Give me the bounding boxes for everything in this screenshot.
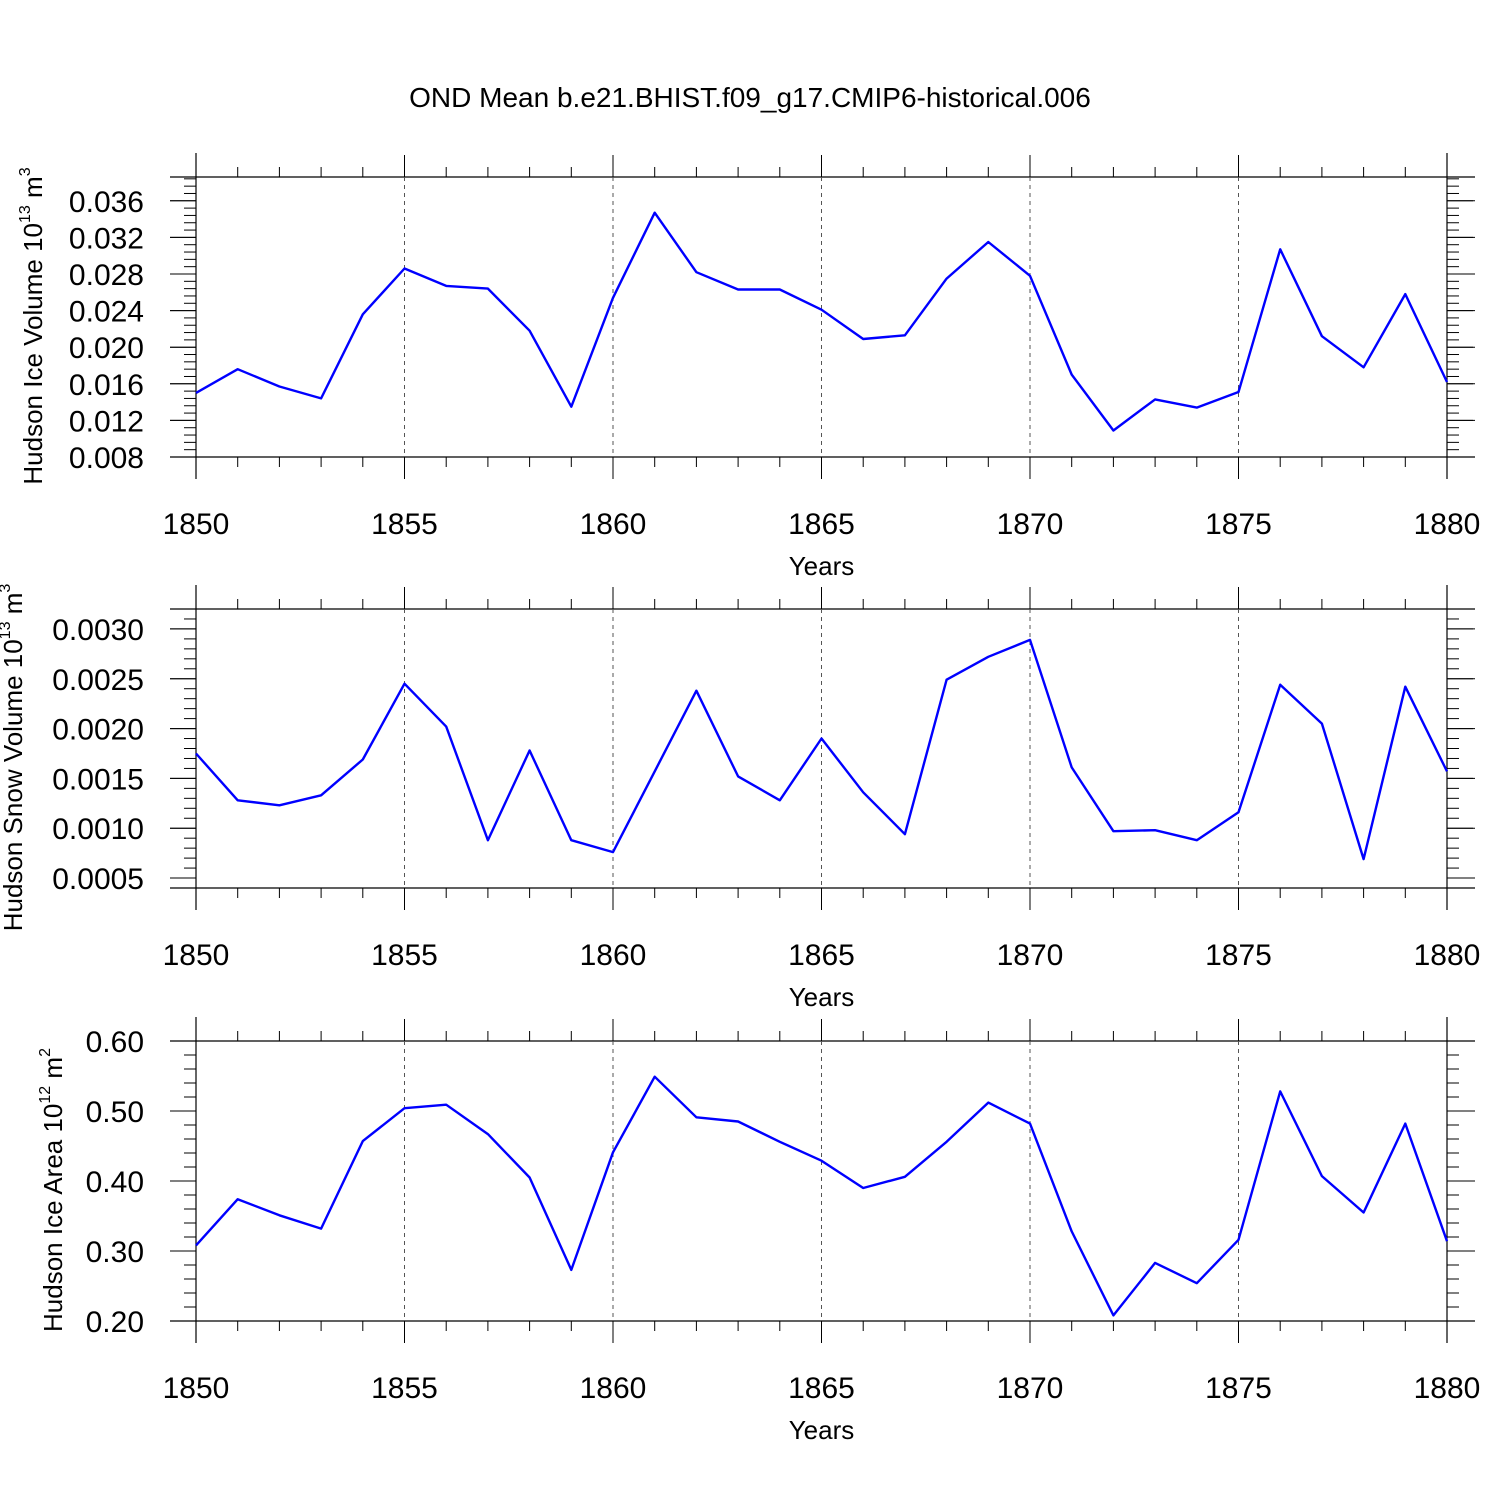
y-tick-label: 0.30 — [86, 1236, 144, 1269]
x-tick-label: 1855 — [371, 508, 438, 541]
chart-title: OND Mean b.e21.BHIST.f09_g17.CMIP6-histo… — [409, 82, 1091, 113]
x-axis-title: Years — [789, 1415, 855, 1445]
series-line — [195, 1075, 1449, 1317]
y-tick-label: 0.40 — [86, 1166, 144, 1199]
y-tick-label: 0.0015 — [52, 763, 144, 796]
y-axis-title-unit-exponent: 2 — [37, 1048, 54, 1057]
x-tick-label: 1875 — [1205, 508, 1272, 541]
series-line — [195, 638, 1449, 861]
x-tick-label: 1850 — [163, 1372, 230, 1405]
x-tick-label: 1880 — [1414, 508, 1481, 541]
y-tick-label: 0.0010 — [52, 813, 144, 846]
x-tick-label: 1880 — [1414, 1372, 1481, 1405]
x-tick-label: 1875 — [1205, 939, 1272, 972]
x-tick-label: 1850 — [163, 939, 230, 972]
x-tick-label: 1860 — [580, 939, 647, 972]
y-axis-title: Hudson Ice Volume 1013 m3 — [17, 167, 48, 484]
x-tick-label: 1870 — [997, 508, 1064, 541]
y-tick-label: 0.020 — [69, 332, 144, 365]
y-tick-label: 0.008 — [69, 442, 144, 475]
x-tick-label: 1870 — [997, 1372, 1064, 1405]
y-axis-title-text: Hudson Snow Volume 10 — [0, 639, 28, 931]
y-tick-label: 0.0020 — [52, 714, 144, 747]
x-tick-label: 1880 — [1414, 939, 1481, 972]
y-tick-label: 0.50 — [86, 1096, 144, 1129]
y-axis-title-exponent: 13 — [17, 205, 34, 223]
y-tick-label: 0.60 — [86, 1026, 144, 1059]
x-tick-label: 1870 — [997, 939, 1064, 972]
x-axis-title: Years — [789, 982, 855, 1012]
y-axis-title-unit: m — [18, 176, 48, 205]
y-axis-title-exponent: 12 — [37, 1086, 54, 1104]
x-tick-label: 1865 — [788, 508, 855, 541]
y-tick-label: 0.20 — [86, 1306, 144, 1339]
y-tick-label: 0.032 — [69, 222, 144, 255]
x-tick-label: 1875 — [1205, 1372, 1272, 1405]
y-tick-label: 0.0025 — [52, 664, 144, 697]
panel-1: 1850 1855 1860 1865 1870 1875 18800.0080.0120.… — [17, 153, 1480, 581]
x-axis-title: Years — [789, 551, 855, 581]
y-tick-label: 0.036 — [69, 186, 144, 219]
y-axis-title-exponent: 13 — [0, 621, 14, 639]
x-tick-label: 1855 — [371, 1372, 438, 1405]
panel-3: 1850 1855 1860 1865 1870 1875 1880 0.20 0.30 0.40… — [37, 1017, 1480, 1445]
y-axis-title: Hudson Snow Volume 1013 m3 — [0, 584, 28, 932]
x-tick-label: 1860 — [580, 1372, 647, 1405]
y-axis-title-text: Hudson Ice Area 10 — [38, 1104, 68, 1332]
y-axis-title-unit: m — [38, 1057, 68, 1086]
y-tick-label: 0.0030 — [52, 614, 144, 647]
y-axis-title-unit-exponent: 3 — [17, 167, 34, 176]
y-axis-title-unit-exponent: 3 — [0, 584, 14, 593]
series-line — [195, 211, 1449, 432]
x-tick-label: 1865 — [788, 939, 855, 972]
panel-2: 1850 1855 1860 1865 1870 1875 1880 0.0005 0.0010… — [0, 584, 1480, 1012]
y-tick-label: 0.024 — [69, 296, 144, 329]
y-axis-title-unit: m — [0, 593, 28, 622]
y-tick-label: 0.016 — [69, 369, 144, 402]
y-axis-title-text: Hudson Ice Volume 10 — [18, 223, 48, 485]
y-tick-label: 0.028 — [69, 259, 144, 292]
x-tick-label: 1865 — [788, 1372, 855, 1405]
x-tick-label: 1860 — [580, 508, 647, 541]
x-tick-label: 1850 — [163, 508, 230, 541]
y-axis-title: Hudson Ice Area 1012 m2 — [37, 1048, 68, 1332]
y-tick-label: 0.012 — [69, 405, 144, 438]
x-tick-label: 1855 — [371, 939, 438, 972]
y-tick-label: 0.0005 — [52, 863, 144, 896]
